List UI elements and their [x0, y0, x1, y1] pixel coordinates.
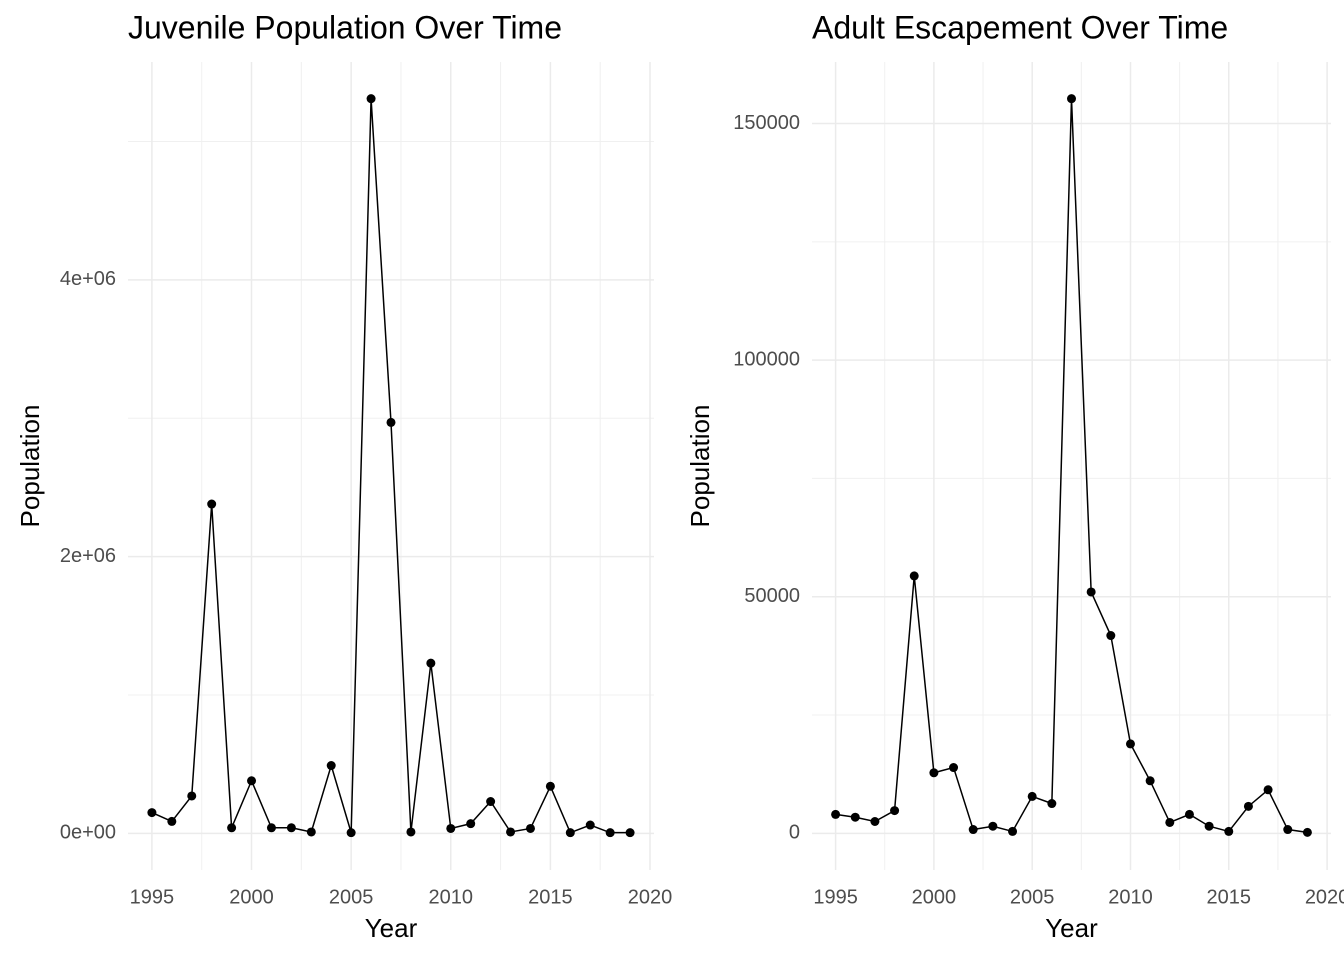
- x-tick-label: 2010: [1108, 886, 1153, 908]
- point: [1165, 817, 1175, 827]
- y-tick-label: 0e+00: [60, 822, 116, 844]
- point: [187, 791, 197, 801]
- point: [988, 821, 998, 831]
- x-tick-label: 2015: [528, 886, 573, 908]
- point: [466, 819, 476, 829]
- point: [486, 797, 496, 807]
- x-axis-title: Year: [365, 913, 418, 943]
- chart-title: Adult Escapement Over Time: [812, 9, 1228, 45]
- point: [1224, 826, 1234, 836]
- point: [446, 823, 456, 833]
- x-tick-label: 2010: [429, 886, 474, 908]
- y-tick-label: 0: [789, 822, 800, 844]
- line: [151, 98, 631, 834]
- x-tick-label: 2015: [1207, 886, 1252, 908]
- point: [625, 828, 635, 838]
- y-tick-label: 2e+06: [60, 545, 116, 567]
- point: [968, 825, 978, 835]
- point: [147, 808, 157, 818]
- point: [1302, 827, 1312, 837]
- point: [1263, 785, 1273, 795]
- point: [545, 781, 555, 791]
- point: [585, 820, 595, 830]
- y-tick-label: 150000: [733, 112, 800, 134]
- point: [286, 823, 296, 833]
- point: [247, 776, 257, 786]
- point: [870, 816, 880, 826]
- point: [525, 823, 535, 833]
- point: [890, 806, 900, 816]
- point: [1125, 739, 1135, 749]
- point: [1047, 799, 1057, 809]
- point: [326, 761, 336, 771]
- y-tick-label: 4e+06: [60, 268, 116, 290]
- point: [850, 812, 860, 822]
- point: [1243, 801, 1253, 811]
- x-tick-label: 2000: [912, 886, 957, 908]
- point: [366, 94, 376, 104]
- x-tick-label: 2020: [1305, 886, 1344, 908]
- point: [909, 571, 919, 581]
- point: [1204, 821, 1214, 831]
- y-axis-title: Population: [15, 405, 45, 528]
- point: [506, 827, 516, 837]
- point: [426, 658, 436, 668]
- x-axis-title: Year: [1045, 913, 1098, 943]
- point: [386, 417, 396, 427]
- point: [831, 809, 841, 819]
- point: [1106, 631, 1116, 641]
- x-tick-label: 1995: [130, 886, 175, 908]
- point: [1184, 809, 1194, 819]
- point: [1027, 791, 1037, 801]
- x-tick-label: 2005: [329, 886, 374, 908]
- point: [207, 499, 217, 509]
- chart-title: Juvenile Population Over Time: [128, 9, 562, 45]
- point: [1008, 826, 1018, 836]
- point: [227, 823, 237, 833]
- y-axis-title: Population: [685, 405, 715, 528]
- point: [1283, 825, 1293, 835]
- point: [949, 763, 959, 773]
- point: [346, 828, 356, 838]
- x-tick-label: 2005: [1010, 886, 1055, 908]
- point: [1145, 776, 1155, 786]
- x-tick-label: 2000: [229, 886, 274, 908]
- x-tick-label: 1995: [813, 886, 858, 908]
- point: [167, 816, 177, 826]
- point: [929, 768, 939, 778]
- y-tick-label: 100000: [733, 348, 800, 370]
- point: [306, 827, 316, 837]
- point: [1067, 94, 1076, 104]
- y-tick-label: 50000: [744, 585, 800, 607]
- point: [605, 828, 615, 838]
- point: [266, 823, 276, 833]
- point: [1086, 587, 1096, 597]
- point: [565, 828, 575, 838]
- x-tick-label: 2020: [628, 886, 673, 908]
- line: [835, 98, 1308, 834]
- point: [406, 827, 416, 837]
